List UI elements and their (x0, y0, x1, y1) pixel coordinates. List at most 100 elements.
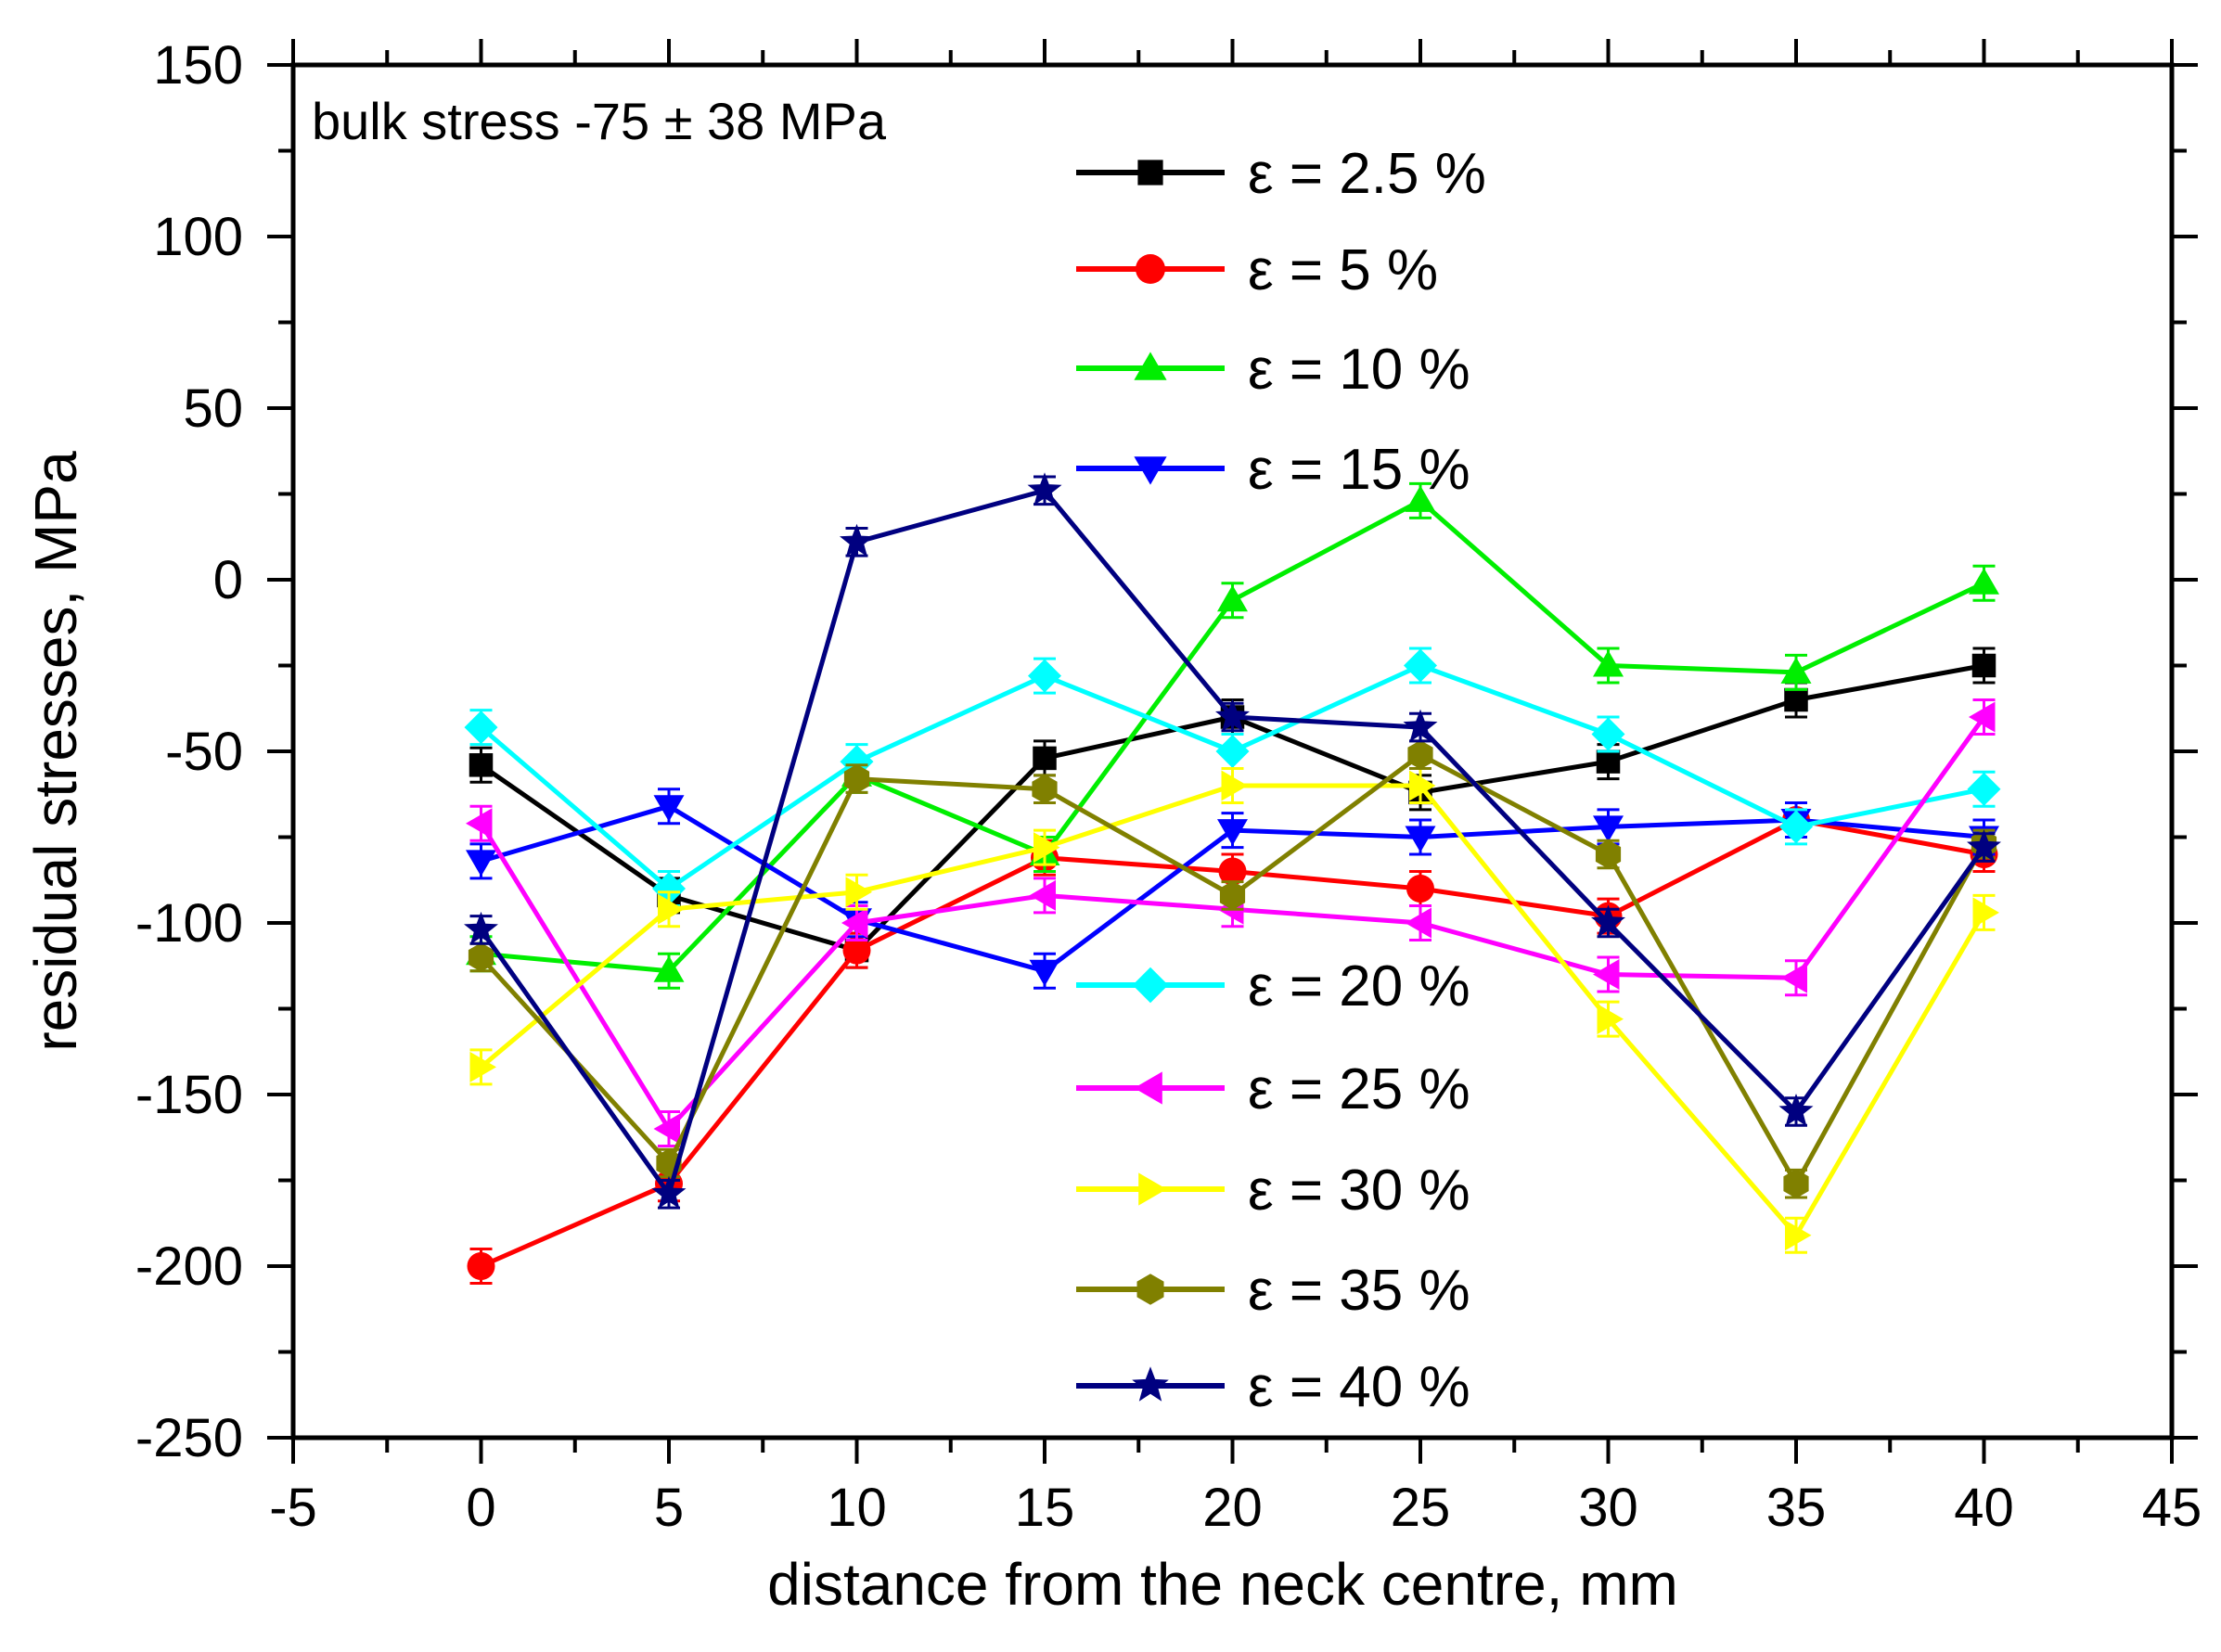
data-point (467, 1252, 495, 1280)
x-tick-label: 0 (466, 1478, 495, 1538)
legend-label: ε = 2.5 % (1248, 142, 1486, 206)
data-point (843, 763, 870, 794)
legend-marker (1136, 254, 1165, 284)
data-point (1969, 568, 1999, 595)
series-9 (464, 472, 2001, 1210)
legend-item: ε = 5 % (1076, 238, 1438, 302)
data-point (653, 955, 685, 982)
x-tick-label: 30 (1578, 1478, 1638, 1538)
data-point (1778, 1094, 1814, 1127)
data-point (1219, 880, 1246, 911)
data-point (1596, 749, 1621, 774)
data-point (1027, 472, 1062, 506)
y-tick-label: -250 (135, 1408, 243, 1468)
legend-marker (1136, 1274, 1164, 1305)
data-point (1029, 879, 1056, 911)
data-point (1780, 657, 1812, 684)
data-point (1215, 735, 1250, 768)
legend-marker (1132, 967, 1169, 1004)
data-point (464, 911, 498, 945)
data-point (1972, 897, 1999, 928)
legend-label: ε = 35 % (1248, 1259, 1470, 1323)
data-point (1407, 740, 1433, 770)
y-tick-label: -200 (135, 1236, 243, 1297)
legend-marker (1137, 160, 1163, 186)
x-tick-label: 35 (1766, 1478, 1827, 1538)
y-tick-label: 150 (153, 35, 243, 96)
data-point (1405, 826, 1436, 852)
data-point (840, 523, 874, 557)
legend-item: ε = 40 % (1076, 1355, 1470, 1419)
legend-item: ε = 15 % (1076, 438, 1470, 502)
data-point (653, 795, 685, 822)
data-point (1033, 832, 1060, 864)
data-point (1783, 1169, 1809, 1198)
data-point (1593, 815, 1624, 842)
legend-label: ε = 10 % (1248, 338, 1470, 402)
plot-frame (290, 62, 2175, 1441)
data-point (1218, 857, 1247, 886)
legend-marker (1138, 1172, 1167, 1206)
y-tick-label: -150 (135, 1065, 243, 1125)
tick-labels: -5 0 5 10 15 20 25 30 35 40 45150100500-50-100-150… (135, 35, 2202, 1538)
data-point (1593, 959, 1620, 990)
data-point (1405, 485, 1436, 512)
x-tick-label: 15 (1015, 1478, 1075, 1538)
x-tick-label: 20 (1202, 1478, 1263, 1538)
x-tick-label: 5 (654, 1478, 684, 1538)
annotation-bulk-stress: bulk stress -75 ± 38 MPa (312, 92, 887, 150)
data-point (464, 711, 498, 745)
legend-marker (1132, 1366, 1169, 1402)
data-point (1409, 770, 1436, 801)
data-point (1217, 819, 1248, 846)
legend-item: ε = 20 % (1076, 954, 1470, 1018)
legend: ε = 2.5 % ε = 5 % ε = 10 % ε = 15 % ε = 20 %… (1076, 142, 1486, 1419)
data-point (1406, 875, 1434, 903)
data-point (1595, 839, 1622, 869)
data-point (1780, 962, 1807, 993)
y-tick-label: -100 (135, 893, 243, 954)
data-point (1403, 709, 1438, 742)
legend-marker (1134, 1071, 1162, 1105)
data-point (1593, 650, 1624, 677)
legend-label: ε = 15 % (1248, 438, 1470, 502)
y-tick-label: -50 (165, 722, 243, 782)
data-point (845, 877, 872, 908)
legend-item: ε = 2.5 % (1076, 142, 1486, 206)
x-tick-label: 45 (2142, 1478, 2202, 1538)
data-point (1591, 904, 1625, 938)
data-point (1404, 648, 1437, 683)
data-point (1405, 907, 1431, 939)
data-point (1032, 775, 1058, 804)
legend-label: ε = 40 % (1248, 1355, 1470, 1419)
data-point (658, 893, 685, 925)
data-point (1033, 746, 1057, 771)
data-point (1217, 584, 1248, 612)
data-point (1967, 772, 2001, 806)
x-tick-label: 40 (1954, 1478, 2014, 1538)
data-point (1597, 1004, 1624, 1035)
data-point (1028, 659, 1061, 693)
legend-label: ε = 20 % (1248, 954, 1470, 1018)
data-point (466, 808, 493, 839)
data-point (468, 942, 494, 972)
legend-item: ε = 30 % (1076, 1159, 1470, 1223)
y-tick-label: 100 (153, 207, 243, 267)
data-point (1215, 698, 1250, 732)
x-tick-label: 10 (827, 1478, 887, 1538)
legend-marker (1134, 352, 1167, 380)
data-point (1221, 770, 1248, 801)
legend-item: ε = 25 % (1076, 1057, 1470, 1121)
data-point (653, 1113, 680, 1145)
data-point (841, 907, 868, 939)
legend-item: ε = 10 % (1076, 338, 1470, 402)
data-point (1969, 701, 1996, 733)
data-point (1779, 810, 1813, 844)
data-point (1971, 653, 1996, 678)
y-tick-label: 50 (183, 378, 243, 439)
data-point (842, 936, 871, 965)
legend-label: ε = 5 % (1248, 238, 1438, 302)
data-point (469, 753, 494, 777)
legend-label: ε = 30 % (1248, 1159, 1470, 1223)
